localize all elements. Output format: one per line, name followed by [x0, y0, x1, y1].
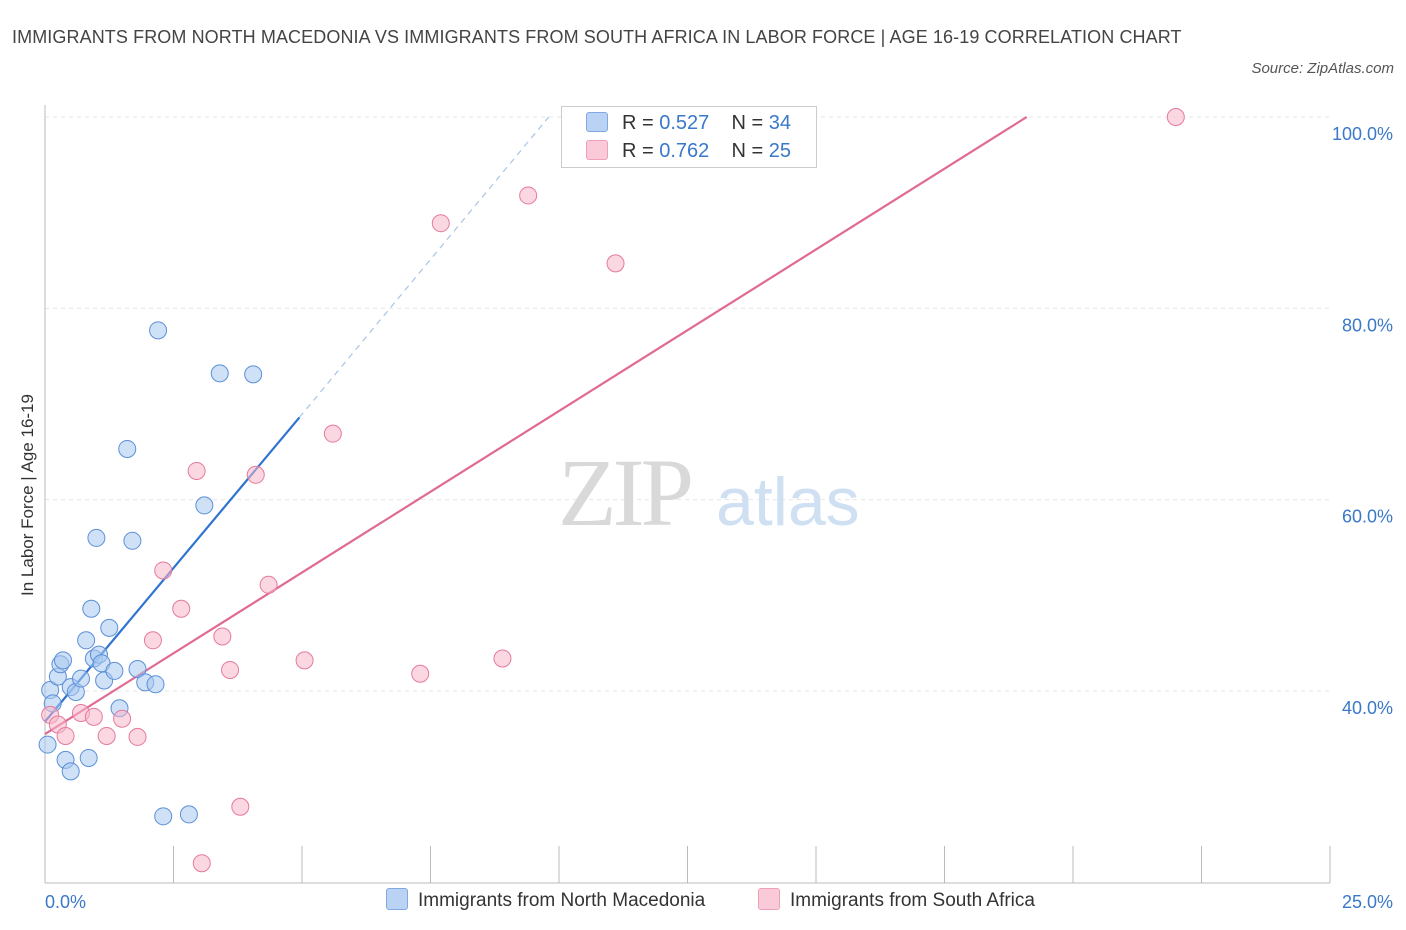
point-north-macedonia	[210, 364, 229, 383]
y-tick-label: 100.0%	[1332, 124, 1393, 144]
point-north-macedonia	[82, 599, 101, 618]
point-south-africa	[221, 660, 240, 679]
point-south-africa	[259, 575, 278, 594]
point-south-africa	[113, 709, 132, 728]
point-south-africa	[606, 254, 625, 273]
point-north-macedonia	[244, 365, 263, 384]
legend-swatch-north-macedonia	[386, 888, 408, 910]
point-south-africa	[172, 599, 191, 618]
chart-source: Source: ZipAtlas.com	[1251, 60, 1394, 77]
point-south-africa	[519, 186, 538, 205]
point-south-africa	[231, 797, 250, 816]
legend-swatch-north-macedonia	[586, 112, 608, 132]
point-north-macedonia	[53, 651, 72, 670]
point-north-macedonia	[179, 805, 198, 824]
n-value-north-macedonia: 34	[768, 112, 792, 134]
data-points	[38, 108, 1185, 873]
point-north-macedonia	[118, 439, 137, 458]
point-south-africa	[431, 214, 450, 233]
point-north-macedonia	[154, 807, 173, 826]
watermark-zip: ZIP	[558, 439, 691, 546]
point-south-africa	[154, 561, 173, 580]
point-south-africa	[295, 651, 314, 670]
legend-label-north-macedonia: Immigrants from North Macedonia	[418, 890, 706, 911]
point-north-macedonia	[128, 659, 147, 678]
point-south-africa	[128, 727, 147, 746]
legend-swatch-south-africa	[758, 888, 780, 910]
point-north-macedonia	[38, 735, 57, 754]
trend-lines	[44, 116, 1028, 735]
point-south-africa	[187, 461, 206, 480]
stats-legend: R = 0.527 N = 34 R = 0.762 N = 25	[561, 106, 817, 168]
x-tick-label: 0.0%	[45, 892, 86, 912]
point-north-macedonia	[79, 748, 98, 767]
watermark-atlas: atlas	[716, 464, 860, 540]
point-north-macedonia	[77, 631, 96, 650]
y-tick-label: 40.0%	[1342, 698, 1393, 718]
stats-legend-row-south-africa: R = 0.762 N = 25	[586, 140, 791, 166]
point-south-africa	[323, 424, 342, 443]
point-north-macedonia	[61, 762, 80, 781]
point-north-macedonia	[105, 661, 124, 680]
x-tick-label: 25.0%	[1342, 892, 1393, 912]
legend-swatch-south-africa	[586, 140, 608, 160]
stats-legend-row-north-macedonia: R = 0.527 N = 34	[586, 112, 791, 138]
point-south-africa	[97, 726, 116, 745]
legend-item-north-macedonia[interactable]: Immigrants from North Macedonia	[386, 888, 705, 912]
point-south-africa	[192, 854, 211, 873]
point-north-macedonia	[100, 618, 119, 637]
r-label: R =	[622, 112, 654, 134]
trend-line-south-africa	[44, 116, 1028, 735]
legend-item-south-africa[interactable]: Immigrants from South Africa	[758, 888, 1035, 912]
point-south-africa	[213, 627, 232, 646]
point-south-africa	[56, 726, 75, 745]
point-north-macedonia	[149, 321, 168, 340]
y-tick-label: 60.0%	[1342, 507, 1393, 527]
point-south-africa	[493, 649, 512, 668]
y-tick-label: 80.0%	[1342, 315, 1393, 335]
legend-label-south-africa: Immigrants from South Africa	[790, 890, 1035, 911]
r-value-south-africa: 0.762	[659, 140, 710, 162]
chart-title: IMMIGRANTS FROM NORTH MACEDONIA VS IMMIG…	[12, 27, 1182, 47]
point-north-macedonia	[146, 675, 165, 694]
point-south-africa	[246, 465, 265, 484]
trend-extension-north-macedonia	[298, 116, 550, 418]
point-north-macedonia	[71, 669, 90, 688]
n-label: N =	[731, 140, 764, 162]
point-south-africa	[411, 664, 430, 683]
r-value-north-macedonia: 0.527	[659, 112, 710, 134]
n-value-south-africa: 25	[768, 140, 792, 162]
r-label: R =	[622, 140, 654, 162]
point-south-africa	[143, 631, 162, 650]
point-south-africa	[1166, 108, 1185, 126]
point-north-macedonia	[87, 528, 106, 547]
axes	[44, 105, 1331, 884]
point-north-macedonia	[195, 496, 214, 515]
n-label: N =	[731, 112, 764, 134]
tick-labels: 40.0% 60.0% 80.0% 100.0% 0.0% 25.0%	[45, 124, 1393, 912]
point-south-africa	[84, 707, 103, 726]
point-north-macedonia	[123, 531, 142, 550]
gridlines	[45, 116, 1330, 692]
watermark: ZIP atlas	[558, 439, 860, 546]
